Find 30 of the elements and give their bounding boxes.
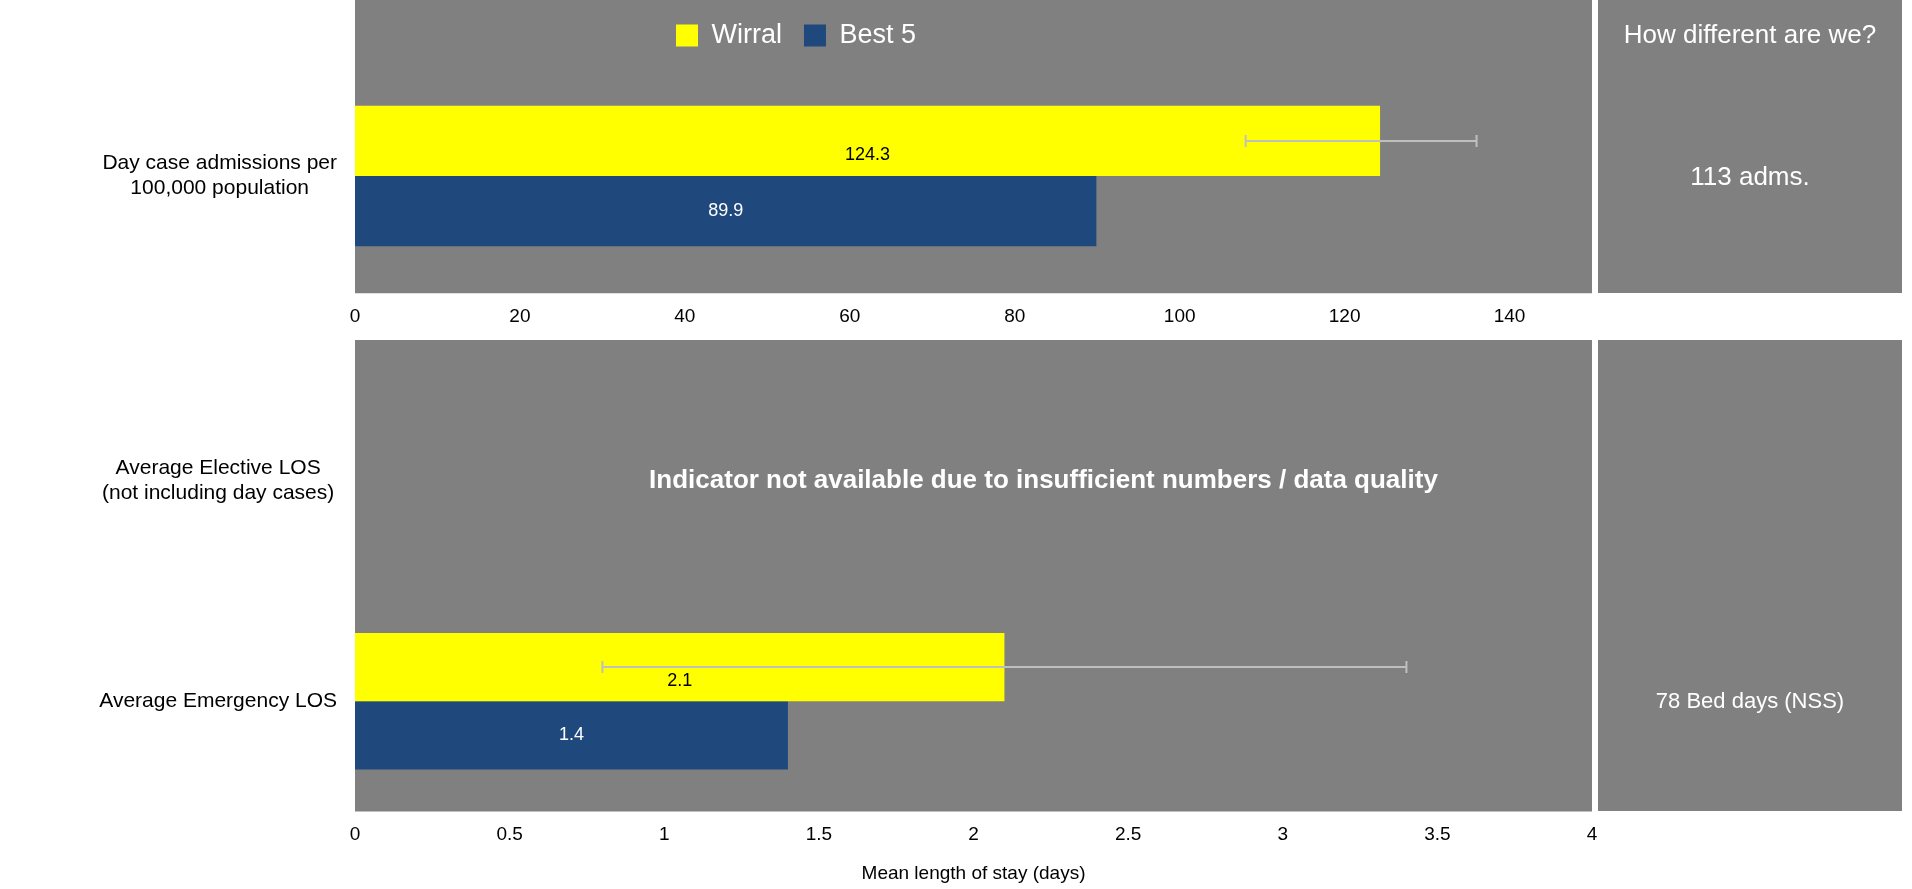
x-axis-title: Mean length of stay (days) — [861, 861, 1086, 883]
x-tick-label: 4 — [1586, 823, 1598, 845]
x-tick-label: 0 — [349, 304, 361, 326]
data-label: 2.1 — [667, 670, 693, 691]
x-tick-label: 3.5 — [1424, 823, 1451, 845]
y-tick-label: Day case admissions per 100,000 population — [102, 150, 338, 199]
x-tick-label: 140 — [1493, 304, 1526, 326]
legend-label: Wirral — [711, 18, 782, 49]
side-panel: How different are we? 113 adms. — [1598, 0, 1902, 294]
x-tick-label: 60 — [839, 304, 861, 326]
side-panel: 78 Bed days (NSS) — [1598, 340, 1902, 812]
x-tick-label: 0 — [349, 823, 361, 845]
x-tick-label: 80 — [1004, 304, 1026, 326]
x-tick-label: 100 — [1163, 304, 1196, 326]
x-tick-label: 40 — [674, 304, 696, 326]
annotation: Indicator not available due to insufficient numbers / data quality — [649, 463, 1439, 494]
data-label: 89.9 — [708, 200, 744, 221]
y-tick-label: Average Elective LOS (not including day cases) — [101, 455, 335, 504]
x-tick-label: 0.5 — [496, 823, 523, 845]
x-tick-label: 1 — [658, 823, 670, 845]
x-tick-label: 3 — [1277, 823, 1289, 845]
x-tick-label: 2.5 — [1114, 823, 1142, 845]
legend-label: Best 5 — [839, 18, 917, 49]
data-label: 1.4 — [558, 724, 584, 745]
x-tick-label: 120 — [1328, 304, 1361, 326]
x-tick-label: 20 — [509, 304, 531, 326]
data-label: 124.3 — [845, 143, 891, 164]
x-tick-label: 1.5 — [805, 823, 833, 845]
y-tick-label: Average Emergency LOS — [99, 688, 338, 711]
x-tick-label: 2 — [968, 823, 979, 845]
